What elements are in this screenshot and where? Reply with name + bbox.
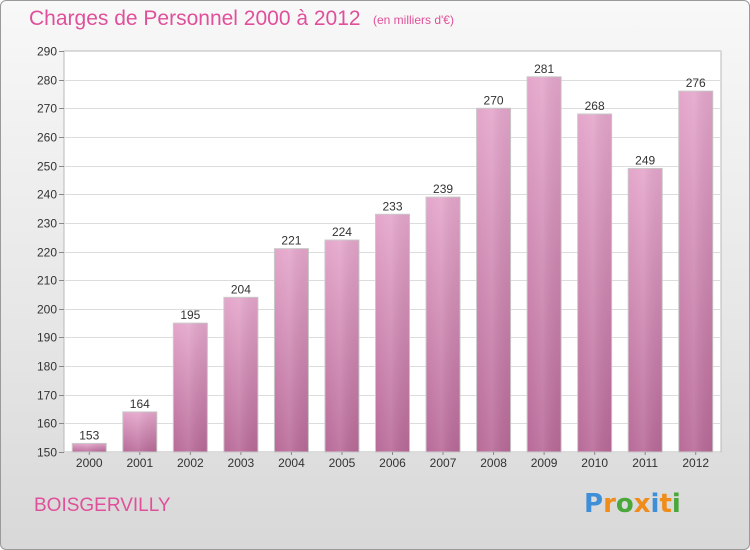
- y-tick-label: 290: [37, 45, 57, 59]
- y-tick-label: 220: [37, 246, 57, 260]
- bar-shading: [274, 248, 309, 452]
- x-axis: 2000 2001 2002 2003 2004 2005 2006 2007 2008 2009…: [76, 452, 709, 470]
- value-label: 276: [686, 76, 706, 90]
- y-tick-label: 170: [37, 389, 57, 403]
- y-tick-label: 240: [37, 188, 57, 202]
- bars: [71, 76, 714, 453]
- value-label: 270: [484, 93, 504, 107]
- logo-letter: x: [633, 489, 651, 519]
- bar-shading: [426, 197, 461, 452]
- logo-letter: o: [615, 489, 634, 519]
- x-tick-label: 2007: [430, 456, 457, 470]
- y-tick-label: 150: [37, 446, 57, 460]
- value-label: 195: [180, 308, 200, 322]
- x-tick-label: 2012: [682, 456, 709, 470]
- y-tick-label: 190: [37, 331, 57, 345]
- x-tick-label: 2002: [177, 456, 204, 470]
- y-tick-label: 260: [37, 131, 57, 145]
- bar-shading: [223, 297, 258, 452]
- y-tick-label: 160: [37, 417, 57, 431]
- y-tick-label: 210: [37, 274, 57, 288]
- x-tick-label: 2006: [379, 456, 406, 470]
- value-label: 164: [130, 397, 150, 411]
- proxiti-logo: Proxiti: [584, 489, 681, 519]
- x-tick-label: 2000: [76, 456, 103, 470]
- bar-shading: [173, 323, 208, 452]
- bar-shading: [527, 76, 562, 453]
- logo-letter: P: [584, 489, 604, 519]
- value-label: 221: [281, 234, 301, 248]
- chart-title: Charges de Personnel 2000 à 2012: [29, 7, 361, 30]
- chart-unit: (en milliers d'€): [373, 13, 454, 27]
- bar-shading: [628, 168, 663, 452]
- x-tick-label: 2010: [581, 456, 608, 470]
- bar-shading: [577, 114, 612, 452]
- bar-shading: [324, 240, 359, 452]
- x-tick-label: 2003: [228, 456, 255, 470]
- value-label: 268: [585, 99, 605, 113]
- bar-shading: [476, 108, 511, 453]
- y-tick-label: 280: [37, 74, 57, 88]
- y-axis: 150 160 170 180 190 200 210 220 230 240 250 260 270 2…: [37, 45, 64, 460]
- value-label: 239: [433, 182, 453, 196]
- x-tick-label: 2008: [480, 456, 507, 470]
- y-tick-label: 180: [37, 360, 57, 374]
- value-labels: 153 164 195 204 221 224 233 239 270 281 268 249 276: [79, 62, 706, 443]
- value-label: 281: [534, 62, 554, 76]
- bar-shading: [72, 443, 107, 452]
- x-tick-label: 2011: [632, 456, 658, 470]
- bar-shading: [678, 91, 713, 452]
- commune-name: BOISGERVILLY: [34, 495, 171, 516]
- value-label: 249: [635, 153, 655, 167]
- bar-shading: [375, 214, 410, 452]
- value-label: 204: [231, 282, 251, 296]
- y-tick-label: 230: [37, 217, 57, 231]
- value-label: 153: [79, 428, 99, 442]
- y-tick-label: 270: [37, 102, 57, 116]
- value-label: 224: [332, 225, 352, 239]
- x-tick-label: 2005: [329, 456, 356, 470]
- bar-shading: [122, 411, 157, 452]
- x-tick-label: 2004: [278, 456, 305, 470]
- logo-letter: t: [659, 489, 672, 519]
- y-tick-label: 200: [37, 303, 57, 317]
- logo-letter: i: [671, 489, 681, 519]
- logo-letter: i: [650, 489, 660, 519]
- y-tick-label: 250: [37, 160, 57, 174]
- x-tick-label: 2001: [126, 456, 153, 470]
- value-label: 233: [382, 199, 402, 213]
- logo-letter: r: [603, 489, 616, 519]
- x-tick-label: 2009: [531, 456, 558, 470]
